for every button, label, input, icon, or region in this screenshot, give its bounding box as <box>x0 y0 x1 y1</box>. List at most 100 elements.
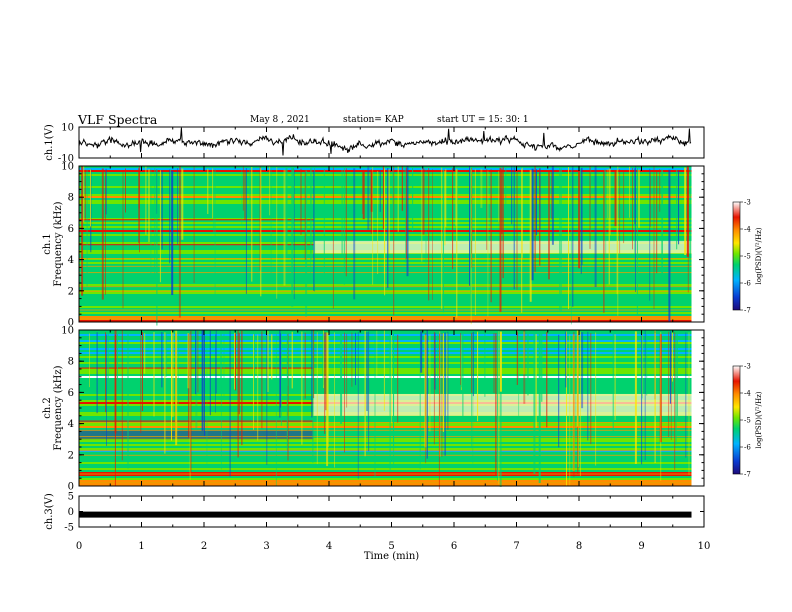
spectrum-band <box>79 382 692 385</box>
spectrum-band <box>79 308 692 311</box>
spectrum-band <box>79 452 692 455</box>
spectrum-streak <box>565 331 567 388</box>
spectrum-band <box>79 258 692 261</box>
spectrum-streak <box>377 170 379 274</box>
spectrum-streak <box>579 168 581 230</box>
colorbar-label: log(PSD)(V²/Hz) <box>755 391 763 448</box>
spectrum-band <box>79 332 692 335</box>
spectrum-streak <box>169 169 171 264</box>
spectrum-streak <box>589 166 591 249</box>
y-axis-label: ch.1 <box>42 233 53 255</box>
y-tick-label: 6 <box>68 224 74 235</box>
y-tick-label: 0 <box>68 318 74 329</box>
spectrum-streak <box>154 166 156 274</box>
spectrum-streak <box>653 166 655 310</box>
y-tick-label: 4 <box>68 255 74 266</box>
spectrum-line <box>79 272 692 274</box>
spectrum-streak <box>382 166 384 230</box>
spectrum-band <box>79 360 692 363</box>
spectrum-streak <box>190 330 192 473</box>
spectrum-band <box>79 208 692 211</box>
spectrum-streak <box>212 168 214 219</box>
spectrum-band <box>79 204 692 207</box>
y-tick-label: 4 <box>68 419 74 430</box>
spectrum-streak <box>138 167 140 244</box>
spectrum-streak <box>106 334 107 446</box>
spectrum-streak <box>572 166 574 307</box>
spectrum-streak <box>81 166 84 296</box>
spectrum-streak <box>425 332 427 464</box>
spectrum-band <box>79 194 692 197</box>
spectrum-streak <box>121 330 123 461</box>
spectrum-band <box>79 228 692 231</box>
spectrum-band <box>79 292 692 295</box>
spectrum-band <box>79 276 692 279</box>
colorbar-tick-label: -6 <box>744 444 751 452</box>
spectrum-band <box>79 374 692 377</box>
spectrum-streak <box>422 168 425 235</box>
spectrum-streak <box>142 332 143 411</box>
spectrum-band <box>79 426 692 429</box>
spectrum-streak <box>195 331 198 430</box>
spectrum-streak <box>323 169 325 277</box>
spectrum-streak <box>171 330 172 441</box>
spectrum-band <box>79 384 692 387</box>
spectrum-band <box>79 316 692 319</box>
spectrum-streak <box>237 330 239 458</box>
spectrum-band <box>79 448 692 451</box>
spectrum-streak <box>551 170 553 219</box>
spectrum-line <box>79 429 692 431</box>
y-tick-label: 6 <box>68 388 74 399</box>
spectrum-streak <box>172 332 174 418</box>
spectrum-streak <box>518 330 520 418</box>
spectrum-band <box>79 422 692 425</box>
spectrum-band <box>79 436 692 439</box>
spectrum-streak <box>271 334 273 380</box>
spectrum-streak <box>105 168 107 215</box>
spectrum-streak <box>313 330 315 399</box>
spectrum-streak <box>234 332 236 390</box>
spectrum-streak <box>590 166 592 233</box>
spectrum-streak <box>474 169 476 315</box>
x-tick-label: 3 <box>263 541 269 552</box>
spectrum-streak <box>144 333 146 374</box>
spectrum-band <box>79 300 692 303</box>
spectrum-streak <box>429 334 431 432</box>
spectrum-streak <box>579 331 581 476</box>
spectrum-streak <box>393 166 395 316</box>
spectrum-band <box>79 238 692 241</box>
spectrum-streak <box>325 332 327 411</box>
spectrum-band <box>79 478 692 481</box>
x-tick-label: 0 <box>76 541 82 552</box>
start-time-label: start UT = 15: 30: 1 <box>437 115 529 125</box>
spectrum-streak <box>498 331 500 485</box>
spectrum-streak <box>486 168 488 250</box>
spectrum-streak <box>535 169 537 236</box>
spectrum-streak <box>195 330 197 395</box>
y-tick-label: 0 <box>68 507 74 518</box>
colorbar-tick-label: -3 <box>744 363 751 371</box>
spectrum-streak <box>301 331 303 445</box>
spectrum-streak <box>117 330 118 389</box>
spectrum-band <box>79 342 692 345</box>
y-axis-label: Frequency (kHz) <box>53 201 64 286</box>
spectrum-streak <box>391 333 393 424</box>
spectrum-band <box>79 196 692 199</box>
spectrum-streak <box>393 333 395 468</box>
spectrum-streak <box>367 166 370 230</box>
spectrum-streak <box>428 168 430 301</box>
spectrum-streak <box>403 168 405 213</box>
spectrum-band <box>79 304 692 307</box>
spectrum-band <box>79 314 692 317</box>
spectrum-streak <box>188 333 190 438</box>
spectrum-streak <box>670 333 672 441</box>
spectrum-band <box>79 200 692 203</box>
y-tick-label: 0 <box>68 482 74 493</box>
spectrum-streak <box>656 170 658 274</box>
spectrum-band <box>79 284 692 287</box>
spectrum-band <box>79 344 692 347</box>
spectrum-band <box>79 348 692 351</box>
spectrum-streak <box>560 168 562 311</box>
spectrum-band <box>79 378 692 381</box>
